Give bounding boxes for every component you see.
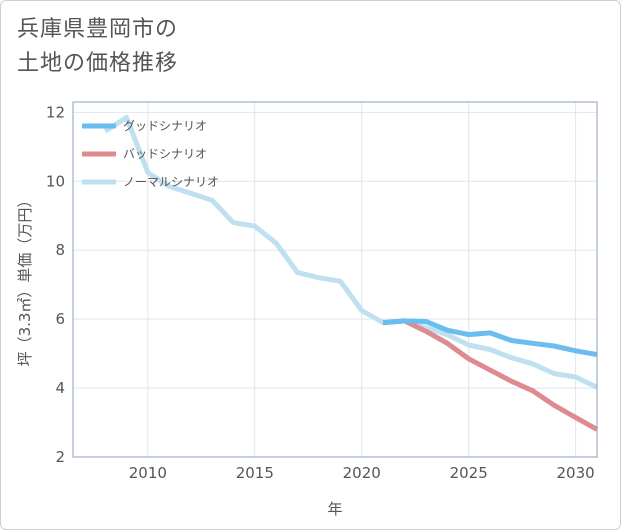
- x-tick-label: 2010: [129, 464, 167, 482]
- series-line-2: [103, 115, 599, 390]
- legend-label-0: グッドシナリオ: [123, 119, 207, 133]
- legend-label-1: バッドシナリオ: [123, 147, 207, 161]
- y-tick-label: 10: [46, 172, 65, 190]
- y-tick-label: 2: [55, 448, 65, 466]
- y-tick-label: 8: [55, 241, 65, 259]
- y-tick-label: 4: [55, 379, 65, 397]
- y-tick-label: 12: [46, 103, 65, 121]
- legend-label-2: ノーマルシナリオ: [123, 175, 219, 189]
- series-line-0: [382, 318, 598, 358]
- x-tick-label: 2015: [236, 464, 274, 482]
- y-axis-label: 坪（3.3㎡）単価（万円）: [16, 193, 34, 367]
- x-axis-label: 年: [327, 500, 342, 518]
- y-axis-ticks: 2 4 6 8 10 12: [46, 103, 65, 466]
- x-tick-label: 2020: [343, 464, 381, 482]
- series-line-1: [382, 318, 599, 432]
- x-tick-label: 2030: [557, 464, 595, 482]
- x-axis-ticks: 2010 2015 2020 2025 2030: [129, 464, 595, 482]
- x-tick-label: 2025: [450, 464, 488, 482]
- chart-title-line-2: 土地の価格推移: [17, 51, 179, 76]
- plot-frame: [72, 101, 598, 458]
- y-tick-label: 6: [55, 310, 65, 328]
- chart-title: 兵庫県豊岡市の 土地の価格推移: [17, 13, 178, 81]
- series-lines: [103, 115, 599, 432]
- chart-title-line-1: 兵庫県豊岡市の: [17, 17, 179, 42]
